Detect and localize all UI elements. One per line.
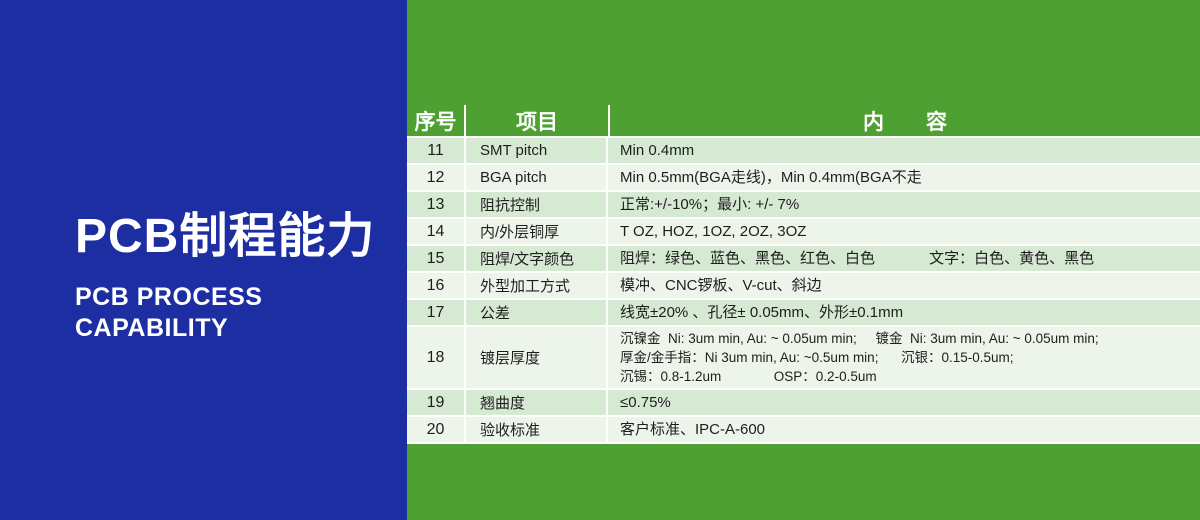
row-item-cell: 公差 (466, 300, 608, 325)
row-content-cell: 客户标准、IPC-A-600 (608, 417, 1200, 442)
content-line: 沉镍金 Ni: 3um min, Au: ~ 0.05um min; 镀金 Ni… (620, 331, 1099, 346)
content-line: 客户标准、IPC-A-600 (620, 421, 766, 438)
content-line: ≤0.75% (620, 394, 671, 411)
content-line: 阻焊：绿色、蓝色、黑色、红色、白色 文字：白色、黄色、黑色 (620, 250, 1095, 267)
content-line: 沉锡：0.8-1.2um OSP：0.2-0.5um (620, 369, 877, 384)
row-item-cell: 翘曲度 (466, 390, 608, 415)
table-row: 16 外型加工方式 模冲、CNC锣板、V-cut、斜边 (407, 273, 1200, 300)
row-content-cell: Min 0.5mm(BGA走线)，Min 0.4mm(BGA不走 (608, 165, 1200, 190)
row-number-cell: 15 (407, 246, 466, 271)
table-body: 11 SMT pitch Min 0.4mm 12 BGA pitch Min 0.5mm… (407, 138, 1200, 444)
row-item-cell: 验收标准 (466, 417, 608, 442)
header-col-content: 内 容 (863, 110, 947, 134)
page-subtitle-line2: CAPABILITY (75, 313, 229, 342)
row-content-cell: 正常:+/-10%；最小: +/- 7% (608, 192, 1200, 217)
row-number-cell: 17 (407, 300, 466, 325)
header-col-number: 序号 (407, 105, 466, 136)
row-number-cell: 18 (407, 327, 466, 388)
row-content-cell: ≤0.75% (608, 390, 1200, 415)
table-row: 14 内/外层铜厚 T OZ, HOZ, 1OZ, 2OZ, 3OZ (407, 219, 1200, 246)
table-header-row: 序号 项目 内 容 (407, 105, 1200, 138)
row-number-cell: 11 (407, 138, 466, 163)
page-subtitle: PCB PROCESS CAPABILITY (75, 282, 375, 343)
row-content-cell: 模冲、CNC锣板、V-cut、斜边 (608, 273, 1200, 298)
row-item-cell: 外型加工方式 (466, 273, 608, 298)
content-line: 模冲、CNC锣板、V-cut、斜边 (620, 277, 822, 294)
row-item-cell: BGA pitch (466, 165, 608, 190)
left-title-panel: PCB制程能力 PCB PROCESS CAPABILITY (0, 0, 407, 520)
row-number-cell: 14 (407, 219, 466, 244)
content-line: 厚金/金手指：Ni 3um min, Au: ~0.5um min; 沉银：0.… (620, 350, 1014, 365)
row-content-cell: 线宽±20% 、孔径± 0.05mm、外形±0.1mm (608, 300, 1200, 325)
row-item-cell: 阻焊/文字颜色 (466, 246, 608, 271)
row-item-cell: SMT pitch (466, 138, 608, 163)
table-row: 20 验收标准 客户标准、IPC-A-600 (407, 417, 1200, 444)
row-item-cell: 镀层厚度 (466, 327, 608, 388)
content-line: 正常:+/-10%；最小: +/- 7% (620, 196, 800, 213)
row-number-cell: 16 (407, 273, 466, 298)
content-line: Min 0.4mm (620, 142, 695, 159)
content-line: 线宽±20% 、孔径± 0.05mm、外形±0.1mm (620, 304, 904, 321)
title-block: PCB制程能力 PCB PROCESS CAPABILITY (75, 210, 376, 343)
page-subtitle-line1: PCB PROCESS (75, 283, 263, 312)
table-row: 12 BGA pitch Min 0.5mm(BGA走线)，Min 0.4mm(BG… (407, 165, 1200, 192)
row-number-cell: 20 (407, 417, 466, 442)
row-item-cell: 内/外层铜厚 (466, 219, 608, 244)
row-content-cell: Min 0.4mm (608, 138, 1200, 163)
row-item-cell: 阻抗控制 (466, 192, 608, 217)
capability-panel: 序号 项目 内 容 11 SMT pitch Min 0.4mm 12 BGA pitc… (407, 0, 1200, 520)
content-line: T OZ, HOZ, 1OZ, 2OZ, 3OZ (620, 223, 807, 240)
table-row: 19 翘曲度 ≤0.75% (407, 390, 1200, 417)
page-title: PCB制程能力 (75, 210, 376, 263)
row-content-cell: 阻焊：绿色、蓝色、黑色、红色、白色 文字：白色、黄色、黑色 (608, 246, 1200, 271)
row-content-cell: T OZ, HOZ, 1OZ, 2OZ, 3OZ (608, 219, 1200, 244)
row-number-cell: 12 (407, 165, 466, 190)
header-col-item: 项目 (466, 105, 610, 136)
row-number-cell: 13 (407, 192, 466, 217)
row-content-cell: 沉镍金 Ni: 3um min, Au: ~ 0.05um min; 镀金 Ni… (608, 327, 1200, 388)
capability-table: 序号 项目 内 容 11 SMT pitch Min 0.4mm 12 BGA pitc… (407, 105, 1200, 444)
table-row: 18 镀层厚度 沉镍金 Ni: 3um min, Au: ~ 0.05um min;… (407, 327, 1200, 390)
table-row: 13 阻抗控制 正常:+/-10%；最小: +/- 7% (407, 192, 1200, 219)
table-row: 17 公差 线宽±20% 、孔径± 0.05mm、外形±0.1mm (407, 300, 1200, 327)
row-number-cell: 19 (407, 390, 466, 415)
content-line: Min 0.5mm(BGA走线)，Min 0.4mm(BGA不走 (620, 169, 922, 186)
table-row: 11 SMT pitch Min 0.4mm (407, 138, 1200, 165)
table-row: 15 阻焊/文字颜色 阻焊：绿色、蓝色、黑色、红色、白色 文字：白色、黄色、黑色 (407, 246, 1200, 273)
